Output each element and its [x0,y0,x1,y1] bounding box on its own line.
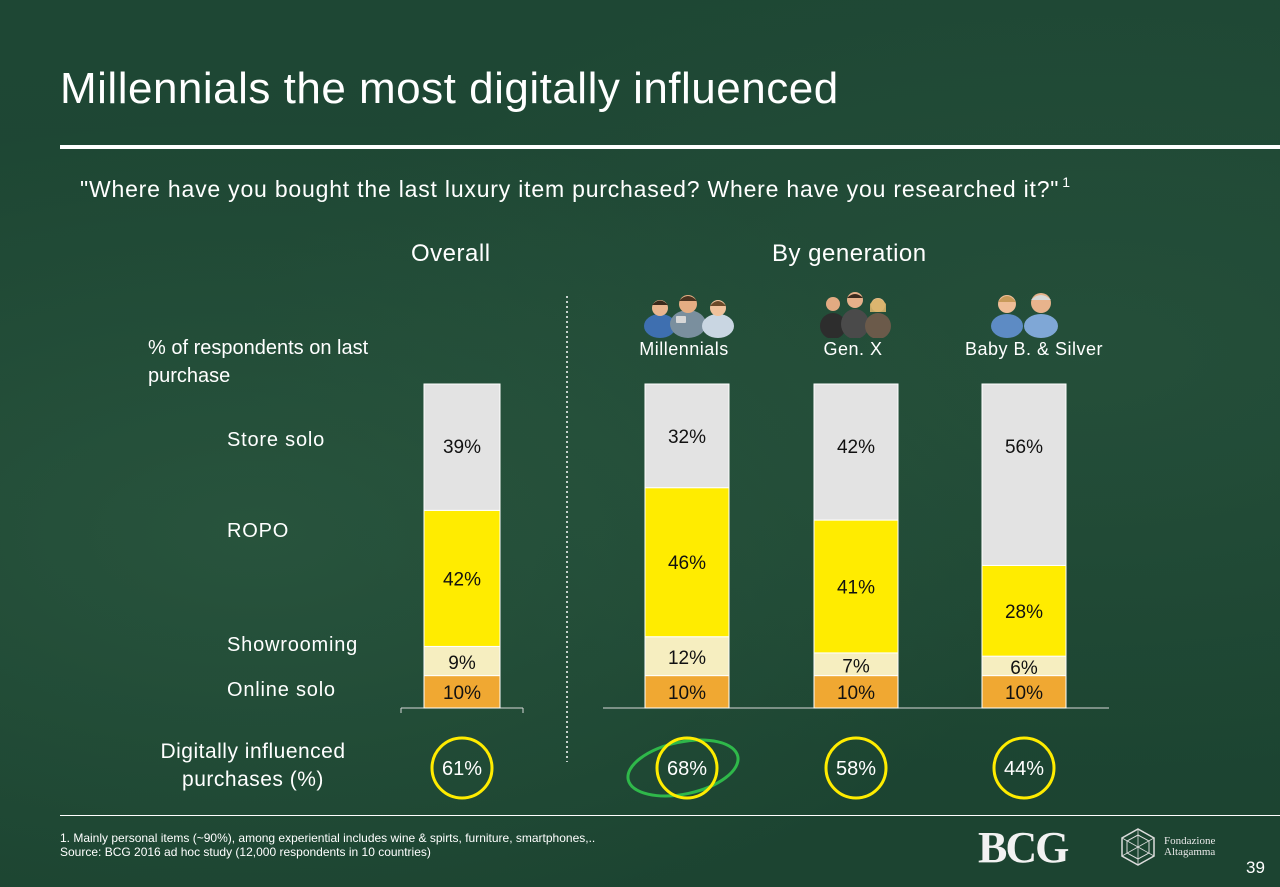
source-text: Source: BCG 2016 ad hoc study (12,000 re… [60,845,431,859]
survey-question: "Where have you bought the last luxury i… [80,174,1071,203]
bar-segment-store-solo-overall [423,383,501,511]
data-label-online-solo-baby-b-silver: 10% [1005,683,1043,704]
footnote-ref: 1 [1062,174,1071,190]
baby-boomers-group-icon [985,286,1065,343]
data-label-showrooming-millennials: 12% [668,648,706,669]
data-label-showrooming-baby-b-silver: 6% [1010,658,1038,679]
fondazione-altagamma-logo [1118,827,1158,872]
generation-label-baby-boomers-silver: Baby B. & Silver [964,339,1104,359]
data-label-online-solo-overall: 10% [443,683,481,704]
bar-segment-ropo-gen-x [813,519,899,654]
data-label-store-solo-baby-b-silver: 56% [1005,437,1043,458]
data-label-store-solo-millennials: 32% [668,427,706,448]
bar-segment-online-solo-gen-x [813,675,899,709]
highlight-ring-millennials [626,738,740,798]
digitally-influenced-label: Digitally influenced purchases (%) [160,740,346,791]
generation-label-millennials: Millennials [639,339,729,359]
category-label-store-solo: Store solo [227,429,326,451]
bar-segment-online-solo-millennials [644,675,730,709]
footnote-text: 1. Mainly personal items (~90%), among e… [60,831,596,845]
bcg-logo: BCG [978,823,1069,872]
fondazione-line1: Fondazione [1164,835,1216,847]
by-generation-heading: By generation [772,240,927,267]
bar-segment-online-solo-baby-b-silver [981,675,1067,709]
digital-value-overall: 61% [442,758,482,780]
data-label-store-solo-gen-x: 42% [837,437,875,458]
data-label-showrooming-gen-x: 7% [842,656,870,677]
millennials-group-icon [640,288,742,343]
overall-heading: Overall [411,240,491,267]
bar-segment-store-solo-gen-x [813,383,899,521]
bar-segment-store-solo-millennials [644,383,730,489]
gen-x-group-icon [817,288,895,343]
category-label-showrooming: Showrooming [227,634,359,656]
bar-segment-online-solo-overall [423,675,501,709]
bar-segment-showrooming-millennials [644,636,730,677]
digital-circle-overall [430,736,494,800]
page-number: 39 [1246,858,1265,877]
category-label-online-solo: Online solo [227,679,336,701]
bar-segment-ropo-millennials [644,487,730,638]
data-label-ropo-baby-b-silver: 28% [1005,602,1043,623]
title-divider [60,145,1280,149]
digital-circle-millennials [655,736,719,800]
digital-value-millennials: 68% [667,758,707,780]
category-label-ropo: ROPO [227,520,290,542]
survey-question-text: "Where have you bought the last luxury i… [80,176,1060,202]
footer-divider [60,815,1280,816]
data-label-showrooming-overall: 9% [448,653,476,674]
data-label-ropo-millennials: 46% [668,553,706,574]
bar-segment-showrooming-overall [423,645,501,677]
footnotes: 1. Mainly personal items (~90%), among e… [60,831,595,859]
generation-label-gen-x: Gen. X [823,339,883,359]
data-label-ropo-overall: 42% [443,569,481,590]
digital-value-baby-b-silver: 44% [1004,758,1044,780]
respondents-label: % of respondents on last purchase [148,337,369,387]
fondazione-line2: Altagamma [1164,846,1216,858]
bar-segment-store-solo-baby-b-silver [981,383,1067,566]
data-label-online-solo-gen-x: 10% [837,683,875,704]
data-label-store-solo-overall: 39% [443,437,481,458]
digital-circle-baby-b-silver [992,736,1056,800]
data-label-ropo-gen-x: 41% [837,578,875,599]
digital-circle-gen-x [824,736,888,800]
fondazione-altagamma-name: Fondazione Altagamma [1164,836,1215,858]
page-title: Millennials the most digitally influence… [60,64,839,113]
data-label-online-solo-millennials: 10% [668,683,706,704]
digital-value-gen-x: 58% [836,758,876,780]
